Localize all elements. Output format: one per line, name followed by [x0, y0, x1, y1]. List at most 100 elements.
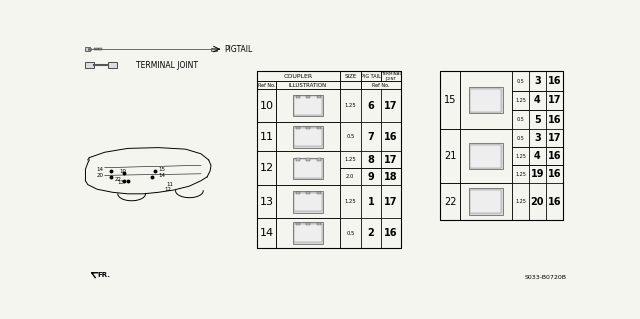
Bar — [361, 168, 381, 185]
Text: 17: 17 — [385, 197, 398, 207]
Bar — [317, 159, 321, 161]
Bar — [529, 165, 546, 183]
Text: 13: 13 — [117, 180, 124, 185]
Text: 16: 16 — [385, 132, 398, 142]
Text: 0.5: 0.5 — [516, 117, 524, 122]
Bar — [361, 89, 381, 122]
Bar — [257, 219, 276, 248]
Bar — [440, 71, 563, 220]
Bar — [340, 152, 361, 168]
Bar — [296, 96, 300, 98]
Text: 3: 3 — [534, 76, 541, 86]
Text: 12: 12 — [260, 163, 274, 174]
Text: 22: 22 — [115, 177, 122, 182]
Text: 1.25: 1.25 — [344, 158, 356, 162]
Text: TERMINAL
JOINT: TERMINAL JOINT — [381, 72, 401, 81]
Text: 0.5: 0.5 — [346, 231, 355, 236]
Text: 12: 12 — [164, 187, 172, 192]
Bar — [340, 185, 361, 219]
Text: FR.: FR. — [97, 272, 110, 278]
Text: 19: 19 — [531, 169, 544, 179]
Bar — [307, 223, 310, 226]
Text: 21: 21 — [444, 151, 456, 161]
Text: Ref No.: Ref No. — [372, 83, 390, 88]
Text: 14: 14 — [260, 228, 274, 238]
Bar — [88, 48, 91, 50]
Bar — [529, 110, 546, 129]
Bar — [307, 192, 310, 194]
Bar — [340, 89, 361, 122]
Text: 16: 16 — [548, 151, 561, 161]
Bar — [381, 185, 401, 219]
Bar — [440, 129, 460, 183]
Bar — [294, 96, 322, 115]
Bar — [84, 47, 90, 51]
Bar — [317, 223, 321, 226]
Bar — [381, 122, 401, 152]
Bar — [257, 81, 276, 89]
Text: 1.25: 1.25 — [344, 199, 356, 204]
Bar — [307, 127, 310, 129]
Bar — [292, 191, 323, 213]
Bar — [546, 110, 563, 129]
Text: 20: 20 — [531, 197, 544, 206]
Bar — [529, 183, 546, 220]
Text: 14: 14 — [159, 173, 166, 178]
Text: SIZE: SIZE — [344, 74, 356, 79]
Text: 2: 2 — [368, 228, 374, 238]
Text: 10: 10 — [260, 101, 274, 111]
Bar — [257, 185, 276, 219]
Text: 0.5: 0.5 — [346, 134, 355, 139]
Bar — [317, 127, 321, 129]
Text: 16: 16 — [548, 169, 561, 179]
Bar — [381, 219, 401, 248]
Text: 1: 1 — [368, 197, 374, 207]
Bar — [546, 165, 563, 183]
Text: 14: 14 — [96, 167, 103, 172]
Bar — [294, 224, 322, 242]
Bar — [512, 183, 529, 220]
Bar — [296, 159, 300, 161]
Bar — [257, 152, 276, 185]
Bar — [99, 48, 102, 50]
Bar — [512, 165, 529, 183]
Text: 3: 3 — [534, 133, 541, 143]
Bar — [84, 62, 94, 68]
Bar — [276, 89, 340, 122]
Text: S033-B0720B: S033-B0720B — [525, 275, 566, 280]
Bar — [317, 192, 321, 194]
Bar — [381, 89, 401, 122]
Text: 15: 15 — [444, 95, 456, 105]
Text: PIGTAIL: PIGTAIL — [224, 45, 252, 54]
Bar — [296, 127, 300, 129]
Text: 11: 11 — [260, 132, 274, 142]
Text: 16: 16 — [548, 197, 561, 206]
Bar — [546, 129, 563, 147]
Text: 6: 6 — [368, 101, 374, 111]
Bar — [211, 48, 217, 51]
Bar — [470, 145, 501, 168]
Bar — [276, 152, 340, 185]
Bar — [294, 128, 322, 146]
Bar — [340, 219, 361, 248]
Bar — [512, 110, 529, 129]
Bar — [361, 122, 381, 152]
Bar — [340, 81, 361, 89]
Text: 17: 17 — [385, 101, 398, 111]
Bar — [257, 122, 276, 152]
Bar — [381, 168, 401, 185]
Bar — [546, 71, 563, 91]
Bar — [294, 159, 322, 178]
Text: 16: 16 — [385, 228, 398, 238]
Bar — [276, 81, 340, 89]
Bar — [294, 193, 322, 211]
Bar — [546, 91, 563, 110]
Text: 7: 7 — [368, 132, 374, 142]
Text: 1.25: 1.25 — [515, 172, 526, 176]
Bar — [381, 71, 401, 81]
Bar — [296, 223, 300, 226]
Bar — [460, 71, 512, 129]
Bar — [512, 147, 529, 165]
Bar — [546, 183, 563, 220]
Bar — [470, 89, 501, 112]
